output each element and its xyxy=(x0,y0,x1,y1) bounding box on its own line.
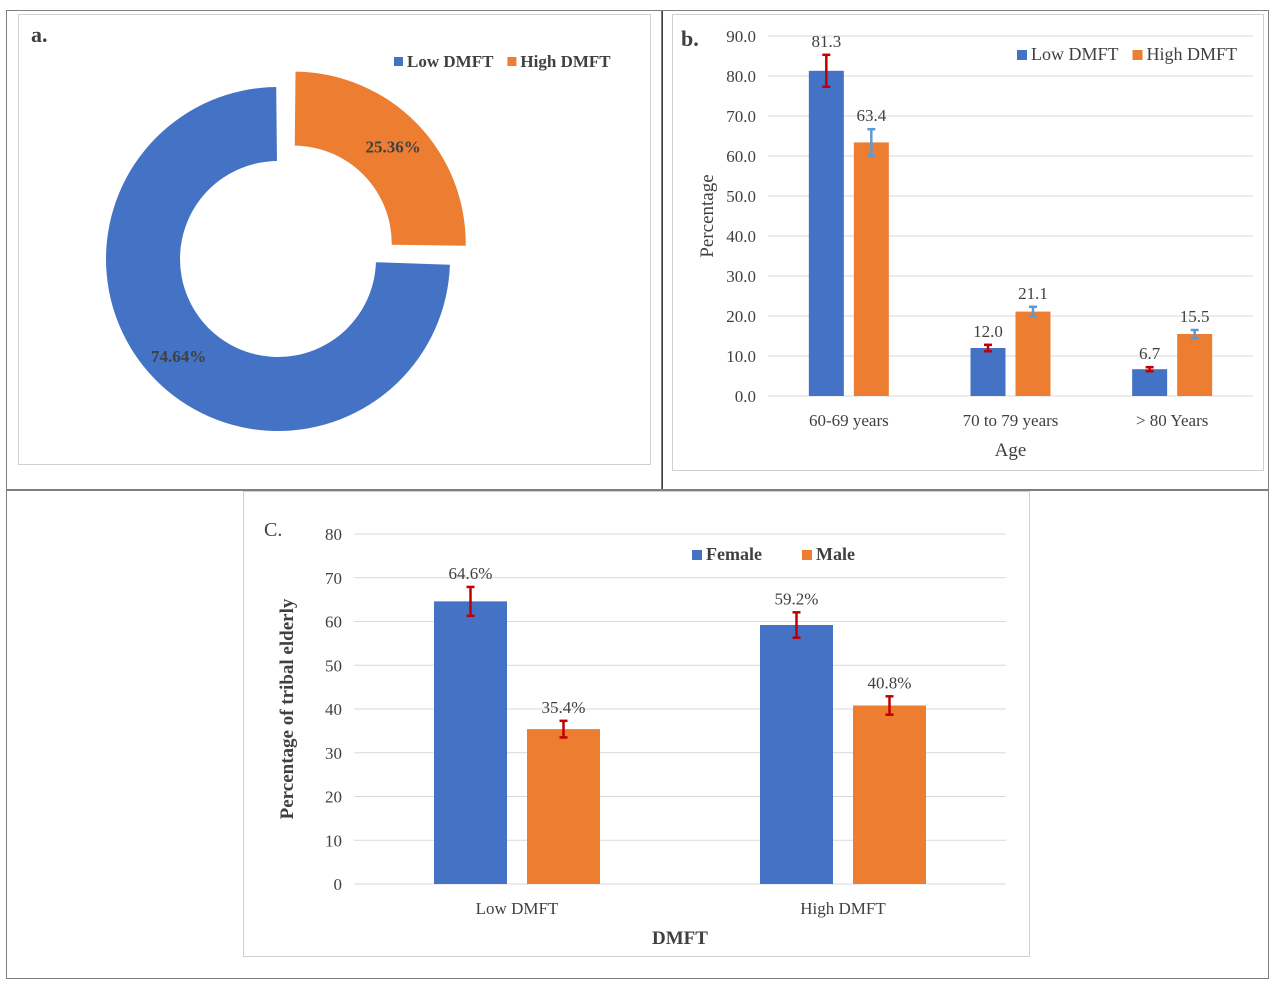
y-tick-label: 40 xyxy=(325,700,342,719)
legend-swatch-female xyxy=(692,550,702,560)
bar-female-high-dmft xyxy=(760,625,833,884)
legend-swatch-male xyxy=(801,550,812,560)
bar-female-low-dmft xyxy=(434,601,507,884)
donut-slice-high-dmft xyxy=(294,71,466,246)
bar-high-dmft-70-to-79-years xyxy=(1015,311,1051,396)
legend-label-low-dmft: Low DMFT xyxy=(407,52,494,71)
bar-male-low-dmft xyxy=(527,729,600,884)
bar-high-dmft-60-69-years xyxy=(853,142,889,396)
error-bar xyxy=(1190,328,1199,340)
y-tick-label: 0 xyxy=(334,875,343,894)
panel-c-bar-chart: C. 0 10 20 30 40 50 60 70 80 64.6% 35.4% Low DMFT 59… xyxy=(243,491,1030,957)
bar-value-label: 35.4% xyxy=(542,698,586,717)
bar-value-label: 59.2% xyxy=(775,589,819,608)
y-tick-label: 40.0 xyxy=(726,227,756,246)
y-tick-label: 70.0 xyxy=(726,107,756,126)
error-bar xyxy=(792,611,801,639)
bar-value-label: 81.3 xyxy=(811,32,841,51)
legend-label-female: Female xyxy=(706,544,762,564)
bar-low-dmft-60-69-years xyxy=(808,70,844,397)
y-tick-label: 80 xyxy=(325,525,342,544)
bar-male-high-dmft xyxy=(853,705,926,884)
y-tick-label: 60.0 xyxy=(726,147,756,166)
legend-label-high-dmft: High DMFT xyxy=(1147,44,1238,64)
x-category-label: High DMFT xyxy=(800,899,886,918)
x-category-label: Low DMFT xyxy=(476,899,559,918)
bar-value-label: 21.1 xyxy=(1018,284,1048,303)
legend-label-high-dmft: High DMFT xyxy=(520,52,611,71)
y-tick-label: 10.0 xyxy=(726,347,756,366)
panel-b-bar-chart: b. 0.0 10.0 20.0 30.0 40.0 50.0 60.0 70.0 80.0 90… xyxy=(672,14,1264,471)
legend-label-low-dmft: Low DMFT xyxy=(1031,44,1119,64)
bar-value-label: 6.7 xyxy=(1139,344,1161,363)
y-axis-title: Percentage xyxy=(697,174,718,257)
legend-swatch-high-dmft xyxy=(507,57,517,66)
error-bar xyxy=(867,127,876,157)
panel-label: a. xyxy=(31,22,48,47)
y-tick-label: 20 xyxy=(325,788,342,807)
slice-value-label: 25.36% xyxy=(365,137,420,156)
y-tick-label: 60 xyxy=(325,613,342,632)
error-bar xyxy=(885,695,894,716)
error-bar xyxy=(984,343,992,353)
error-bar xyxy=(1029,305,1037,318)
y-tick-label: 70 xyxy=(325,569,342,588)
legend-swatch-high-dmft xyxy=(1132,50,1143,60)
gender-bar-chart-svg: C. 0 10 20 30 40 50 60 70 80 64.6% 35.4% Low DMFT 59… xyxy=(264,519,1006,949)
error-bar xyxy=(822,53,831,89)
donut-chart-svg: a. 25.36% 74.64% Low DMFT High DMFT xyxy=(31,22,611,431)
legend-swatch-low-dmft xyxy=(1017,50,1027,60)
y-tick-label: 30.0 xyxy=(726,267,756,286)
y-tick-label: 30 xyxy=(325,744,342,763)
bar-value-label: 15.5 xyxy=(1180,307,1210,326)
legend-label-male: Male xyxy=(816,544,855,564)
bar-value-label: 64.6% xyxy=(449,564,493,583)
y-tick-label: 20.0 xyxy=(726,307,756,326)
figure-frame-bottom xyxy=(6,489,1269,979)
bar-value-label: 63.4 xyxy=(856,106,886,125)
x-axis-title: Age xyxy=(995,440,1027,461)
age-bar-chart-svg: b. 0.0 10.0 20.0 30.0 40.0 50.0 60.0 70.0 80.0 90… xyxy=(681,26,1253,461)
x-category-label: 60-69 years xyxy=(809,411,889,430)
error-bar xyxy=(559,719,568,739)
donut-slice-low-dmft xyxy=(105,87,450,431)
x-axis-title: DMFT xyxy=(652,928,708,949)
bar-low-dmft-80-years xyxy=(1132,369,1168,396)
panel-a-donut-chart: a. 25.36% 74.64% Low DMFT High DMFT xyxy=(18,14,651,465)
error-bar xyxy=(466,585,475,618)
error-bar xyxy=(1145,365,1154,373)
x-category-label: 70 to 79 years xyxy=(963,411,1059,430)
panel-label: C. xyxy=(264,519,282,541)
bar-low-dmft-70-to-79-years xyxy=(970,348,1006,396)
bar-value-label: 40.8% xyxy=(868,673,912,692)
slice-value-label: 74.64% xyxy=(151,347,206,366)
bar-high-dmft-80-years xyxy=(1177,334,1213,396)
bar-value-label: 12.0 xyxy=(973,322,1003,341)
y-tick-label: 50 xyxy=(325,656,342,675)
y-tick-label: 50.0 xyxy=(726,187,756,206)
panel-label: b. xyxy=(681,26,699,51)
y-tick-label: 0.0 xyxy=(735,387,756,406)
y-tick-label: 10 xyxy=(325,831,342,850)
x-category-label: > 80 Years xyxy=(1136,411,1208,430)
legend-swatch-low-dmft xyxy=(394,57,403,66)
y-tick-label: 80.0 xyxy=(726,67,756,86)
y-tick-label: 90.0 xyxy=(726,27,756,46)
y-axis-title: Percentage of tribal elderly xyxy=(277,598,298,819)
